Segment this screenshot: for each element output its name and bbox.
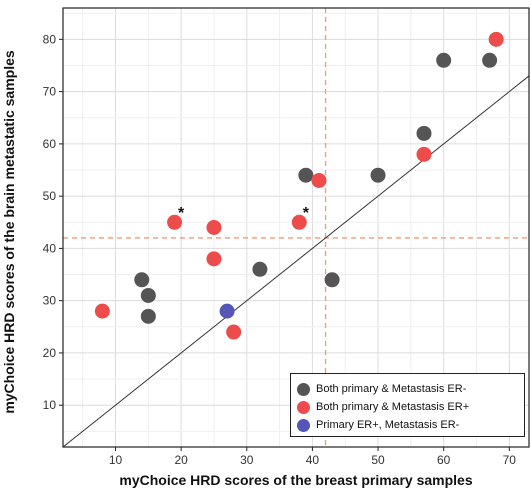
legend-swatch-mixed [297, 418, 310, 432]
x-tick-label: 10 [109, 453, 123, 467]
y-tick-label: 60 [43, 137, 57, 151]
data-point-series-1 [324, 272, 340, 288]
legend-swatch-er-pos [297, 400, 310, 414]
y-tick-label: 80 [43, 32, 57, 46]
data-point-series-2 [291, 214, 307, 230]
plot-frame [62, 7, 530, 448]
legend-item-er-neg: Both primary & Metastasis ER- [297, 380, 518, 398]
data-point-series-2 [226, 324, 242, 340]
data-point-series-1 [370, 167, 386, 183]
data-point-series-1 [252, 261, 268, 277]
data-point-series-2 [206, 220, 222, 235]
identity-line [62, 75, 530, 448]
y-tick-label: 10 [43, 398, 57, 412]
data-point-series-1 [140, 287, 156, 303]
data-point-series-1 [140, 308, 156, 324]
legend-label-er-neg: Both primary & Metastasis ER- [316, 383, 467, 395]
data-point-series-1 [298, 167, 314, 183]
data-point-series-2 [167, 214, 183, 230]
data-point-series-2 [311, 172, 327, 188]
legend-item-mixed: Primary ER+, Metastasis ER- [297, 416, 518, 434]
x-tick-label: 40 [306, 453, 320, 467]
data-point-series-1 [482, 52, 498, 68]
x-tick-label: 60 [437, 453, 451, 467]
y-tick-label: 30 [43, 294, 57, 308]
legend-label-er-pos: Both primary & Metastasis ER+ [316, 401, 470, 413]
data-points [94, 31, 504, 340]
x-tick-label: 50 [371, 453, 385, 467]
significance-marker: * [178, 205, 185, 222]
x-tick-label: 70 [503, 453, 517, 467]
data-point-series-1 [416, 125, 432, 141]
y-tick-label: 50 [43, 189, 57, 203]
legend: Both primary & Metastasis ER- Both prima… [290, 373, 525, 437]
x-tick-label: 20 [174, 453, 188, 467]
x-tick-label: 30 [240, 453, 254, 467]
legend-item-er-pos: Both primary & Metastasis ER+ [297, 398, 518, 416]
x-axis-label: myChoice HRD scores of the breast primar… [119, 472, 473, 488]
data-point-series-1 [134, 272, 150, 288]
significance-marker: * [303, 205, 310, 222]
legend-swatch-er-neg [297, 382, 310, 396]
annotations: * * [178, 205, 310, 222]
data-point-series-2 [416, 146, 432, 162]
y-tick-label: 70 [43, 85, 57, 99]
data-point-series-2 [488, 31, 504, 47]
y-axis-label: myChoice HRD scores of the brain metasta… [1, 50, 17, 414]
y-tick-label: 20 [43, 346, 57, 360]
data-point-series-2 [94, 303, 110, 319]
legend-label-mixed: Primary ER+, Metastasis ER- [316, 419, 460, 431]
y-tick-label: 40 [43, 241, 57, 255]
axes: 10 20 30 40 50 60 70 10 20 30 40 50 60 70 80 [43, 7, 530, 467]
data-point-series-3 [219, 303, 235, 319]
reference-lines [62, 8, 530, 448]
data-point-series-2 [206, 251, 222, 267]
data-point-series-1 [436, 52, 452, 68]
